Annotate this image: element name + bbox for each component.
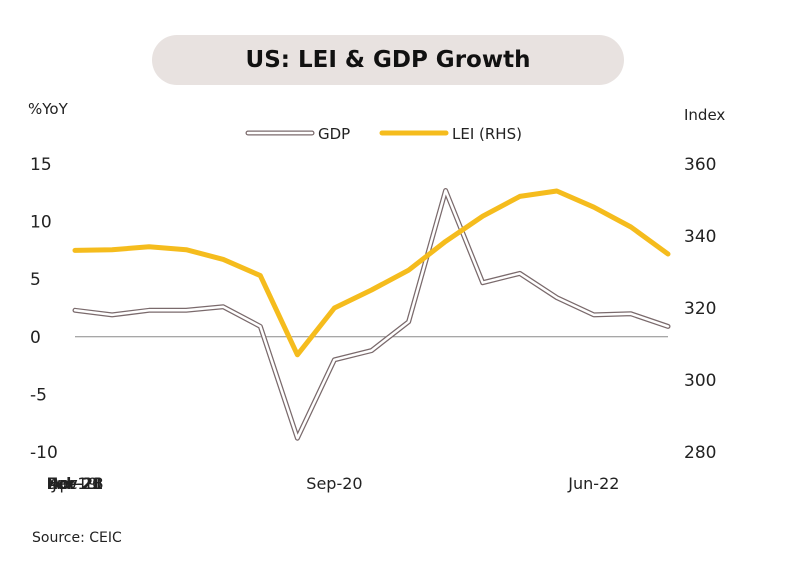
right-tick-label: 360 (684, 155, 716, 175)
x-tick-label: Dec-18 (46, 474, 103, 493)
legend: GDP LEI (RHS) (245, 125, 522, 143)
left-tick-label: 5 (30, 270, 41, 290)
gdp-line-inner (73, 189, 670, 440)
legend-label-gdp: GDP (318, 125, 350, 143)
left-tick-label: 15 (30, 155, 52, 175)
x-tick-label: Feb-20 (48, 474, 102, 493)
x-tick-label: Jun-22 (567, 474, 619, 493)
right-axis: 280 300 320 340 360 (684, 155, 716, 463)
legend-label-lei-rhs: LEI (RHS) (452, 125, 522, 143)
lei-rhs-line (72, 188, 671, 358)
x-tick-label: Sep-20 (306, 474, 362, 493)
chart-title: US: LEI & GDP Growth (152, 35, 624, 85)
right-tick-label: 280 (684, 443, 716, 463)
left-tick-label: 10 (30, 213, 52, 233)
right-tick-label: 300 (684, 371, 716, 391)
right-tick-label: 340 (684, 227, 716, 247)
right-axis-unit: Index (684, 106, 726, 124)
left-tick-label: -5 (30, 385, 47, 405)
source-note: Source: CEIC (32, 530, 122, 546)
x-tick-label: Nov-21 (47, 474, 104, 493)
left-axis: -10 -5 0 5 10 15 (30, 155, 58, 463)
left-tick-label: 0 (30, 328, 41, 348)
x-tick-label: Apr-21 (49, 474, 102, 493)
right-tick-label: 320 (684, 299, 716, 319)
left-tick-label: -10 (30, 443, 58, 463)
left-axis-unit: %YoY (28, 100, 68, 118)
x-tick-label: Jul-19 (51, 474, 97, 493)
series-layer (72, 188, 671, 441)
gdp-line (72, 188, 671, 441)
